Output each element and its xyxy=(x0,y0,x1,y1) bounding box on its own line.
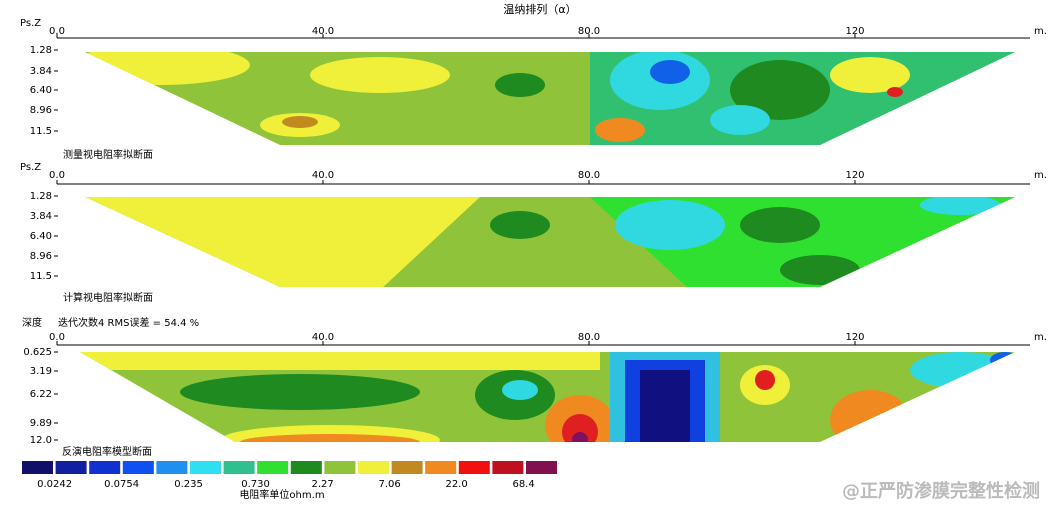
y-label: Ps.Z xyxy=(20,162,41,173)
title: 温纳排列（α） xyxy=(503,2,576,16)
x-tick-label: 40.0 xyxy=(312,26,334,37)
y-tick-label: 6.40 xyxy=(30,85,52,96)
x-tick-label: 80.0 xyxy=(578,170,600,181)
y-tick-label: 1.28 xyxy=(30,191,52,202)
x-tick-label: 0.0 xyxy=(49,170,65,181)
legend-swatch xyxy=(122,461,154,474)
legend-label: 22.0 xyxy=(445,479,467,490)
legend-swatch xyxy=(324,461,356,474)
legend-swatch xyxy=(425,461,457,474)
legend-swatch xyxy=(257,461,289,474)
legend-swatch xyxy=(223,461,255,474)
legend-label: 0.0242 xyxy=(37,479,72,490)
y-tick-label: 6.22 xyxy=(30,389,52,400)
y-label: 深度 xyxy=(22,316,42,329)
y-tick-label: 11.5 xyxy=(30,271,52,282)
x-tick-label: 120 xyxy=(845,332,864,343)
legend-swatch xyxy=(290,461,322,474)
legend-label: 7.06 xyxy=(378,479,400,490)
y-tick-label: 12.0 xyxy=(30,435,52,446)
y-tick-label: 6.40 xyxy=(30,231,52,242)
header: 迭代次数4 RMS误差 = 54.4 % xyxy=(58,316,199,329)
legend-swatch xyxy=(156,461,188,474)
caption: 反演电阻率模型断面 xyxy=(62,445,152,458)
x-unit: m. xyxy=(1034,26,1047,37)
legend-label: 2.27 xyxy=(311,479,333,490)
x-tick-label: 40.0 xyxy=(312,170,334,181)
y-tick-label: 0.625 xyxy=(23,347,52,358)
section-fill xyxy=(85,52,1015,145)
y-tick-label: 8.96 xyxy=(30,251,52,262)
x-unit: m. xyxy=(1034,332,1047,343)
legend-swatch xyxy=(22,461,53,474)
y-tick-label: 11.5 xyxy=(30,126,52,137)
legend-swatch xyxy=(89,461,121,474)
legend-swatch xyxy=(526,461,557,474)
legend-label: 68.4 xyxy=(512,479,534,490)
x-tick-label: 40.0 xyxy=(312,332,334,343)
legend-swatch xyxy=(358,461,389,474)
y-tick-label: 1.28 xyxy=(30,45,52,56)
y-tick-label: 3.84 xyxy=(30,211,52,222)
legend-label: 0.0754 xyxy=(104,479,139,490)
y-tick-label: 3.84 xyxy=(30,66,52,77)
x-tick-label: 80.0 xyxy=(578,332,600,343)
x-tick-label: 120 xyxy=(845,26,864,37)
legend-swatch xyxy=(458,461,490,474)
x-tick-label: 0.0 xyxy=(49,332,65,343)
x-tick-label: 0.0 xyxy=(49,26,65,37)
section-fill xyxy=(80,352,1015,442)
legend-swatch xyxy=(190,461,221,474)
legend-swatch xyxy=(391,461,423,474)
y-tick-label: 9.89 xyxy=(30,418,52,429)
y-tick-label: 8.96 xyxy=(30,105,52,116)
section-fill xyxy=(85,197,1015,287)
caption: 测量视电阻率拟断面 xyxy=(63,148,153,161)
x-unit: m. xyxy=(1034,170,1047,181)
x-tick-label: 120 xyxy=(845,170,864,181)
y-tick-label: 3.19 xyxy=(30,366,52,377)
legend-label: 0.730 xyxy=(241,479,270,490)
y-label: Ps.Z xyxy=(20,18,41,29)
watermark: @正严防渗膜完整性检测 xyxy=(842,480,1040,502)
legend-label: 0.235 xyxy=(174,479,203,490)
x-tick-label: 80.0 xyxy=(578,26,600,37)
legend-swatch xyxy=(55,461,87,474)
caption: 计算视电阻率拟断面 xyxy=(63,291,153,304)
legend-swatch xyxy=(492,461,524,474)
legend-unit: 电阻率单位ohm.m xyxy=(239,488,324,501)
